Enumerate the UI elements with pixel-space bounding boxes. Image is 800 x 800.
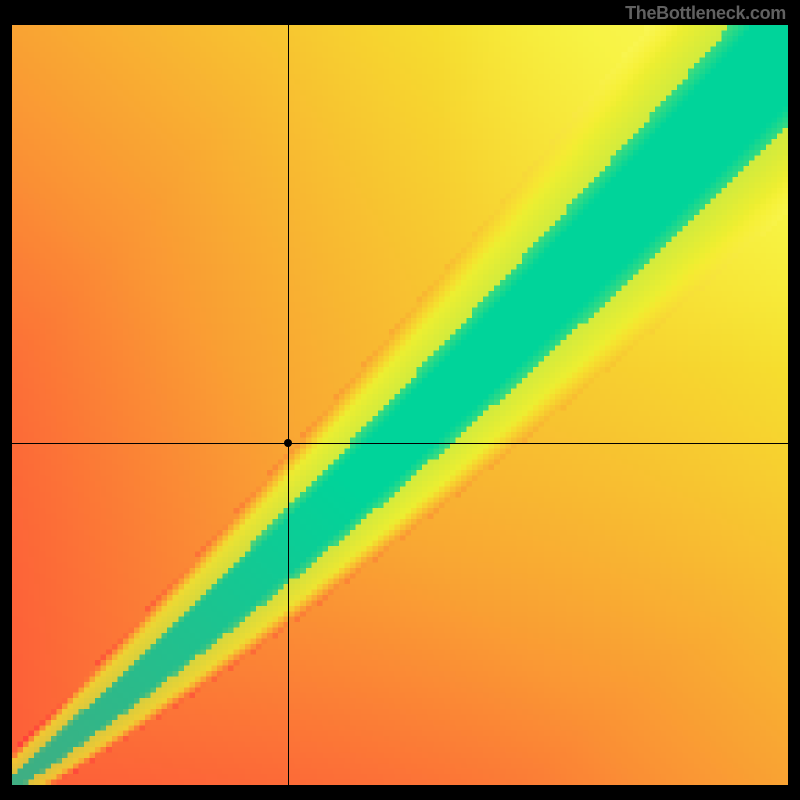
crosshair-vertical [288, 25, 289, 785]
crosshair-horizontal [12, 443, 788, 444]
chart-container: TheBottleneck.com [0, 0, 800, 800]
heatmap-canvas [12, 25, 788, 785]
plot-area [12, 25, 788, 785]
watermark-text: TheBottleneck.com [625, 3, 786, 24]
crosshair-marker-dot [284, 439, 292, 447]
